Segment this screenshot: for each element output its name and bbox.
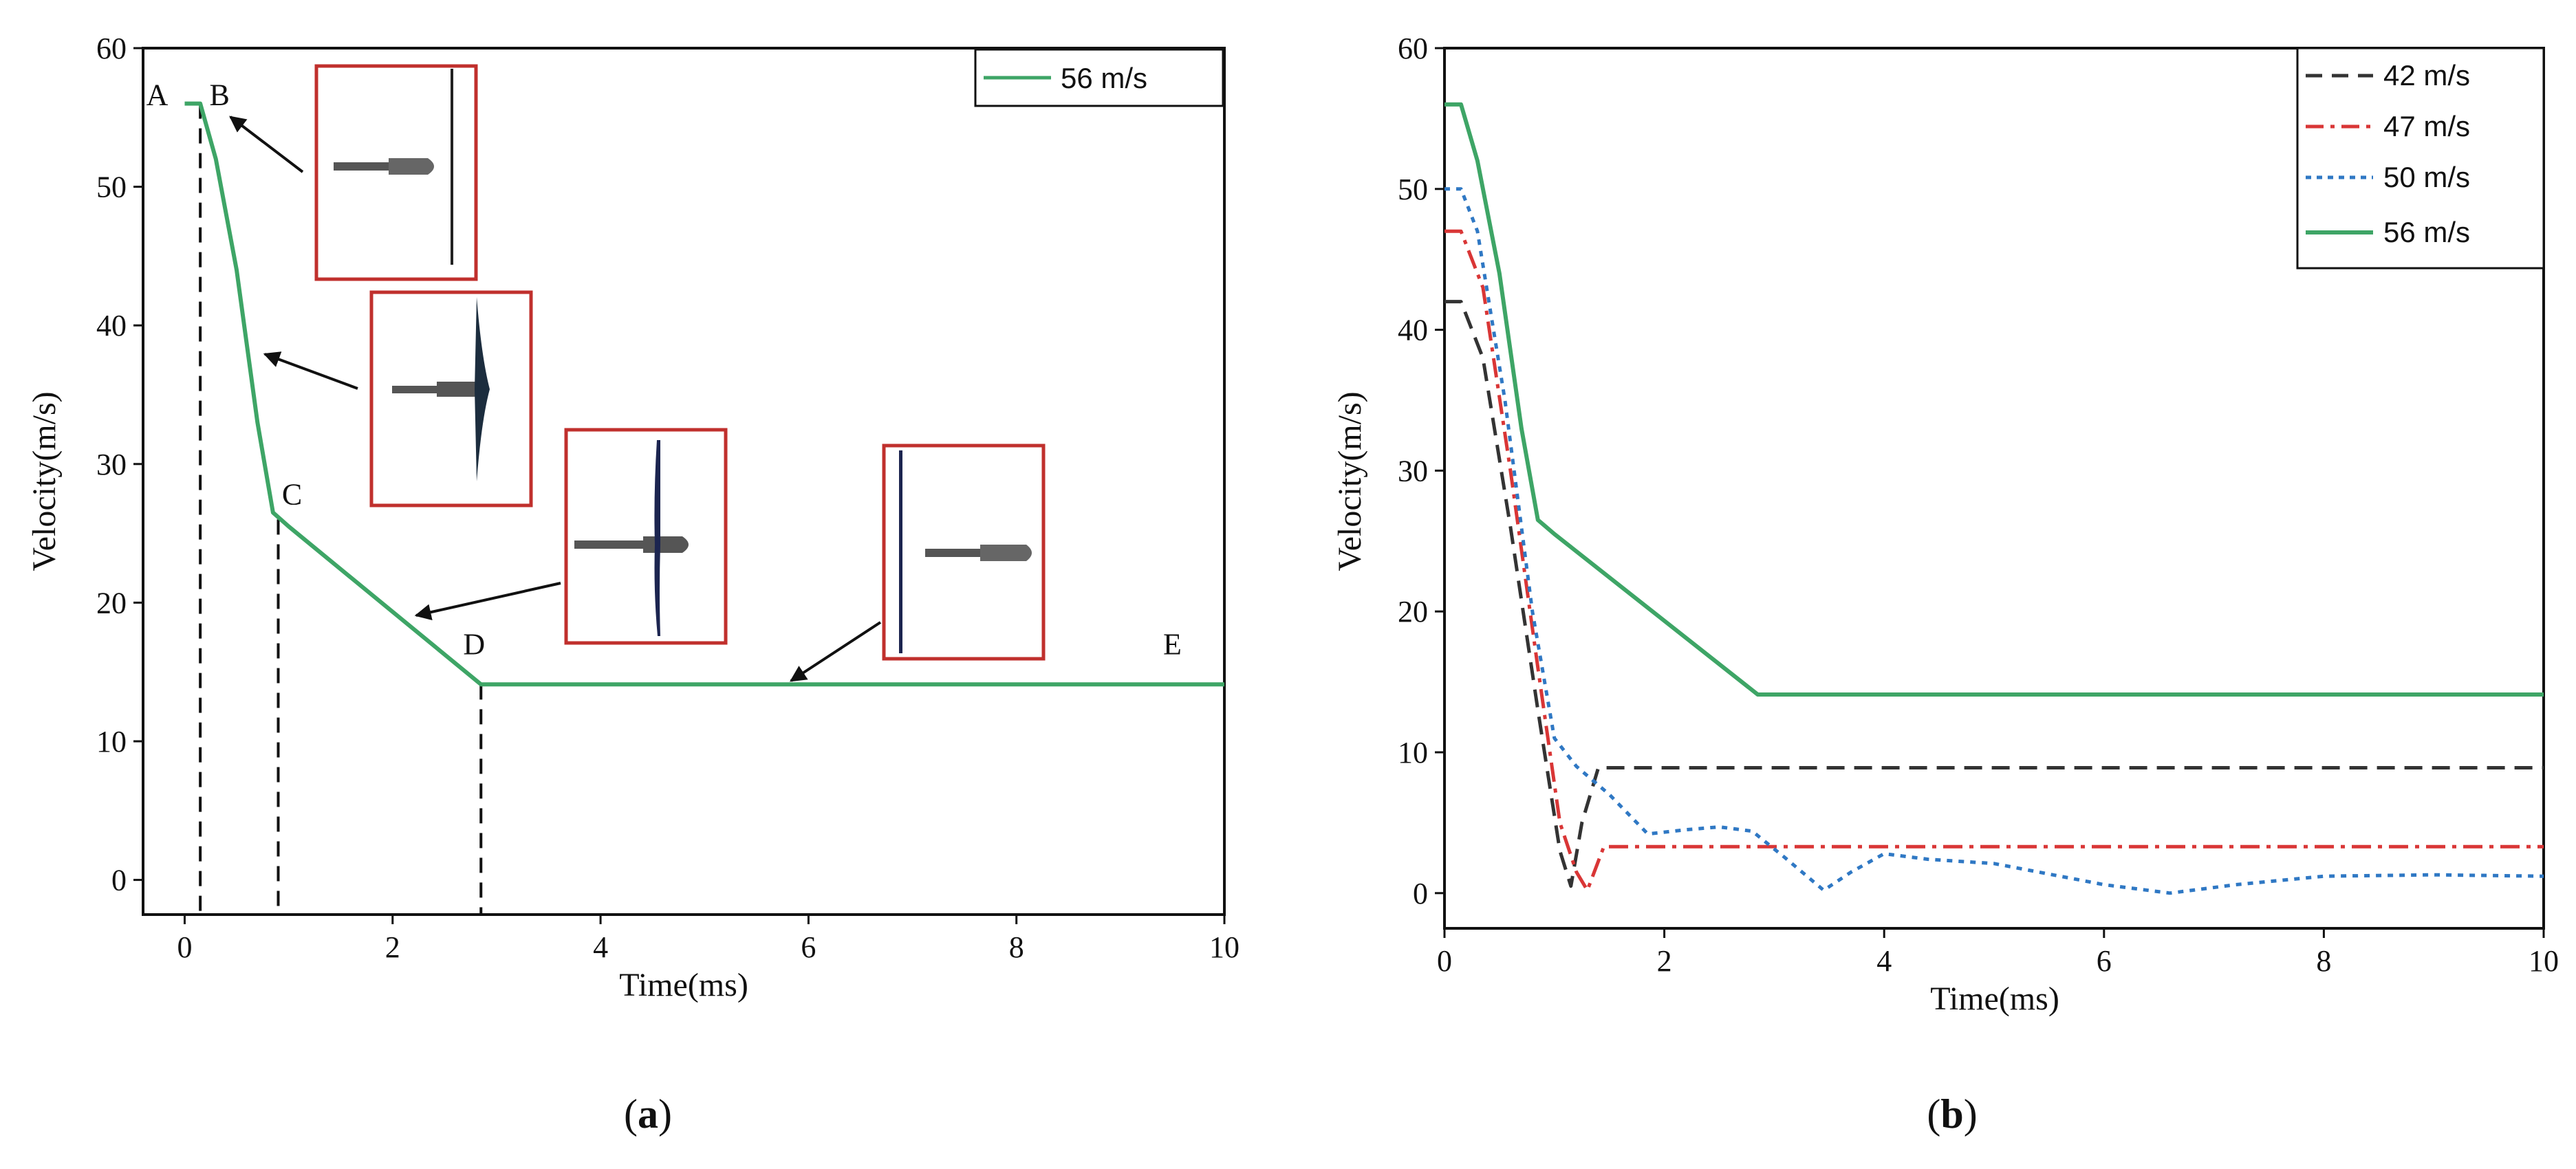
point-label-b: B bbox=[209, 78, 229, 112]
arrow-to-bc bbox=[263, 351, 358, 390]
inset-c-d bbox=[564, 428, 728, 645]
inset-d-e-plate bbox=[899, 450, 902, 653]
panel-b-y-tick-label-30: 30 bbox=[1398, 454, 1428, 488]
inset-b-projectile-body bbox=[334, 162, 389, 171]
svg-text:(a): (a) bbox=[624, 1091, 672, 1137]
panel-a-x-tick-label-2: 2 bbox=[385, 930, 400, 964]
panel-a-legend: 56 m/s bbox=[974, 48, 1224, 107]
inset-b-projectile-head bbox=[389, 158, 434, 175]
panel-a-y-tick-label-60: 60 bbox=[96, 32, 127, 65]
panel-b-legend-label-47: 47 m/s bbox=[2383, 110, 2470, 142]
panel-a-y-tick-label-50: 50 bbox=[96, 171, 127, 204]
panel-a-series-line-56ms bbox=[184, 101, 1224, 687]
panel-a-legend-label-56: 56 m/s bbox=[1061, 62, 1147, 94]
caption-b-letter: b bbox=[1940, 1091, 1963, 1137]
panel-a-y-tick-label-30: 30 bbox=[96, 448, 127, 481]
panel-b-x-tick-label-6: 6 bbox=[2097, 944, 2112, 978]
panel-b-x-tick-label-10: 10 bbox=[2529, 944, 2559, 978]
panel-a-series bbox=[184, 101, 1224, 687]
point-label-e: E bbox=[1163, 627, 1182, 661]
inset-b-c bbox=[369, 290, 533, 507]
panel-a-x-ticks: 0 2 4 6 8 10 bbox=[177, 915, 1240, 964]
panel-a-y-tick-label-20: 20 bbox=[96, 586, 127, 620]
inset-d-e-projectile-body bbox=[925, 549, 980, 557]
panel-b-series-line-56ms bbox=[1444, 102, 2544, 697]
panel-b-y-tick-label-0: 0 bbox=[1413, 877, 1428, 910]
panel-a-x-axis-label: Time(ms) bbox=[619, 967, 748, 1003]
inset-b-c-projectile-head bbox=[437, 382, 480, 397]
inset-b bbox=[314, 64, 478, 281]
panel-a-x-tick-label-0: 0 bbox=[177, 930, 192, 964]
inset-d-e bbox=[882, 444, 1046, 661]
svg-text:(b): (b) bbox=[1927, 1091, 1977, 1137]
inset-b-c-frame bbox=[369, 290, 533, 507]
point-label-a: A bbox=[147, 78, 169, 112]
panel-b-y-tick-label-60: 60 bbox=[1398, 32, 1428, 65]
panel-b-x-tick-label-8: 8 bbox=[2316, 944, 2331, 978]
inset-c-d-projectile-body bbox=[574, 540, 643, 549]
arrow-to-de bbox=[789, 621, 882, 682]
panel-a: 0 2 4 6 8 10 0 10 20 30 40 50 60 A B C D E Time(ms) Vel… bbox=[26, 32, 1240, 1003]
panel-a-phase-lines bbox=[199, 103, 483, 915]
panel-a-x-tick-label-10: 10 bbox=[1209, 930, 1240, 964]
panel-a-y-axis-label: Velocity(m/s) bbox=[26, 391, 63, 571]
panel-b-y-axis-label: Velocity(m/s) bbox=[1332, 391, 1368, 571]
panel-b-series-line-42ms bbox=[1444, 300, 2544, 888]
arrow-to-b bbox=[229, 116, 304, 173]
inset-b-c-plate-petal bbox=[475, 297, 490, 481]
inset-d-e-projectile-head bbox=[980, 545, 1032, 561]
panel-a-x-tick-label-6: 6 bbox=[801, 930, 816, 964]
caption-a: (a) bbox=[624, 1091, 672, 1137]
point-label-d: D bbox=[463, 627, 485, 661]
inset-b-c-projectile-body bbox=[392, 386, 437, 393]
panel-b-x-ticks: 0 2 4 6 8 10 bbox=[1437, 928, 2559, 978]
panel-b-series-line-47ms bbox=[1444, 229, 2544, 893]
panel-b-x-axis-label: Time(ms) bbox=[1930, 981, 2059, 1017]
panel-a-x-tick-label-8: 8 bbox=[1009, 930, 1024, 964]
panel-b-y-tick-label-10: 10 bbox=[1398, 736, 1428, 769]
panel-b-legend-label-56: 56 m/s bbox=[2383, 216, 2470, 248]
point-label-c: C bbox=[282, 477, 302, 511]
panel-b-series bbox=[1444, 102, 2544, 895]
panel-b: 0 2 4 6 8 10 0 10 20 30 40 50 60 Time(ms) Velocity(… bbox=[1332, 32, 2559, 1017]
caption-a-letter: a bbox=[638, 1091, 658, 1137]
panel-b-legend-label-50: 50 m/s bbox=[2383, 161, 2470, 193]
panel-b-series-line-50ms bbox=[1444, 187, 2544, 895]
panel-b-y-ticks: 0 10 20 30 40 50 60 bbox=[1398, 32, 1444, 910]
panel-a-y-tick-label-0: 0 bbox=[111, 864, 127, 897]
inset-b-plate bbox=[451, 69, 453, 265]
panel-b-legend: 42 m/s 47 m/s 50 m/s 56 m/s bbox=[2296, 47, 2545, 270]
arrow-to-cd bbox=[414, 582, 561, 620]
inset-c-d-frame bbox=[564, 428, 728, 645]
panel-b-x-tick-label-4: 4 bbox=[1876, 944, 1892, 978]
panel-a-x-tick-label-4: 4 bbox=[593, 930, 608, 964]
panel-a-frame bbox=[142, 47, 1226, 916]
panel-b-frame bbox=[1443, 47, 2545, 930]
panel-b-x-tick-label-0: 0 bbox=[1437, 944, 1452, 978]
panel-b-x-tick-label-2: 2 bbox=[1657, 944, 1672, 978]
panel-b-y-tick-label-50: 50 bbox=[1398, 173, 1428, 206]
panel-a-y-tick-label-10: 10 bbox=[96, 725, 127, 758]
panel-b-legend-label-42: 42 m/s bbox=[2383, 59, 2470, 91]
panel-b-y-tick-label-20: 20 bbox=[1398, 595, 1428, 629]
panel-a-y-tick-label-40: 40 bbox=[96, 309, 127, 342]
inset-c-d-projectile-head bbox=[643, 536, 689, 553]
inset-c-d-plate bbox=[654, 440, 660, 636]
caption-b: (b) bbox=[1927, 1091, 1977, 1137]
panel-b-y-tick-label-40: 40 bbox=[1398, 314, 1428, 347]
panel-a-point-labels: A B C D E bbox=[147, 78, 1182, 662]
panel-a-y-ticks: 0 10 20 30 40 50 60 bbox=[96, 32, 143, 897]
